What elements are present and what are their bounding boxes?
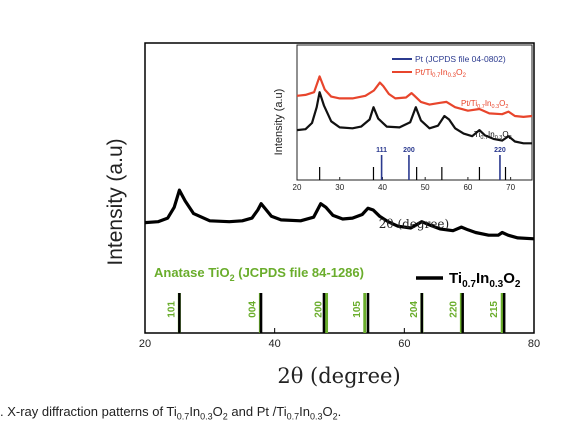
inset-curve-red-sub3: 2	[505, 104, 508, 110]
anatase-reference-peaks: 101 004 200 105 204 220 215	[166, 293, 504, 333]
caption-sub-3: 2	[222, 411, 228, 422]
inset-legend-ptti-sub3: 2	[463, 73, 467, 79]
inset-curve-label-black: Ti0.7In0.3O2	[474, 130, 512, 141]
inset-x-tick-label: 50	[421, 183, 430, 192]
caption-in-1: In	[189, 404, 201, 419]
inset-legend-pt-label: Pt (JCPDS file 04-0802)	[415, 54, 506, 64]
inset-x-tick-label: 70	[506, 183, 515, 192]
inset-x-ticks: 20 30 40 50 60 70	[293, 177, 516, 192]
inset-curve-black-ti: Ti	[474, 130, 481, 139]
pt-peak-label: 220	[494, 147, 506, 154]
sample-legend-ti: Ti	[449, 270, 462, 287]
main-x-ticks: 20 40 60 80	[139, 328, 540, 350]
inset-x-tick-label: 40	[378, 183, 387, 192]
inset-chart: 20 30 40 50 60 70 111 200 220 Intensity (a.u) 2…	[273, 44, 533, 231]
sample-legend-o: O	[503, 270, 515, 287]
caption-sub-1: 0.7	[176, 411, 190, 422]
sample-legend-sub3: 2	[515, 279, 521, 290]
inset-legend-ptti-label: Pt/Ti0.7In0.3O2	[415, 67, 467, 79]
caption-in-2: In	[299, 404, 310, 419]
inset-curve-black-sub1: 0.7	[480, 135, 488, 141]
inset-curve-red-sub1: 0.7	[477, 104, 485, 110]
x-axis-label: 2θ (degree)	[277, 364, 400, 388]
main-x-tick-label: 80	[528, 338, 540, 350]
main-chart: 20 40 60 80 101 004 200 105 204 220 215 Intensity…	[104, 42, 540, 388]
caption-end: .	[337, 404, 342, 419]
anatase-peak-label: 200	[314, 301, 325, 318]
inset-legend-ptti-prefix: Pt/Ti	[415, 67, 432, 77]
inset-x-tick-label: 30	[335, 183, 344, 192]
caption-o-1: O	[212, 404, 223, 419]
inset-curve-black-in: In	[488, 130, 495, 139]
anatase-peak-label: 215	[489, 301, 500, 318]
inset-sample-reference-ticks	[319, 167, 507, 180]
caption-sub-2: 0.3	[200, 411, 213, 422]
inset-legend-ptti-sub2: 0.3	[448, 73, 457, 79]
inset-legend-ptti-in: In	[441, 67, 448, 77]
inset-curve-red-o: O	[499, 99, 505, 108]
inset-curve-red-in: In	[485, 99, 492, 108]
anatase-peak-label: 105	[352, 301, 363, 318]
main-x-tick-label: 60	[398, 338, 410, 350]
inset-plot-frame	[296, 44, 533, 181]
anatase-peak-label: 004	[247, 301, 258, 318]
anatase-peak-label: 220	[448, 301, 459, 318]
inset-x-tick-label: 20	[293, 183, 302, 192]
caption-mid: and Pt /Ti	[227, 404, 287, 419]
anatase-legend-suffix: (JCPDS file 84-1286)	[235, 265, 364, 280]
caption-sub-6: 2	[332, 411, 338, 422]
series-ti07in03o2-line	[144, 188, 535, 241]
sample-legend-sub1: 0.7	[462, 279, 476, 290]
caption-sub-4: 0.7	[286, 411, 300, 422]
inset-curve-red-prefix: Pt/Ti	[461, 99, 477, 108]
anatase-legend-label: Anatase TiO2 (JCPDS file 84-1286)	[154, 265, 364, 283]
inset-legend-ptti-o: O	[456, 67, 463, 77]
caption-o-2: O	[322, 404, 333, 419]
main-plot-frame	[144, 42, 535, 334]
inset-x-tick-label: 60	[463, 183, 472, 192]
sample-legend-sub2: 0.3	[489, 279, 503, 290]
pt-peak-label: 200	[403, 147, 415, 154]
pt-peak-label: 111	[376, 147, 387, 154]
inset-curve-red-sub2: 0.3	[491, 104, 499, 110]
caption-sub-5: 0.3	[309, 411, 323, 422]
anatase-legend-prefix: Anatase TiO	[154, 265, 230, 280]
inset-curve-black-o: O	[502, 130, 508, 139]
anatase-peak-label: 101	[166, 301, 177, 318]
anatase-peak-label: 204	[409, 301, 420, 318]
figure-caption: . X-ray diffraction patterns of Ti0.7In0…	[0, 404, 566, 422]
inset-curve-label-red: Pt/Ti0.7In0.3O2	[461, 99, 508, 110]
inset-y-axis-label: Intensity (a.u)	[273, 89, 285, 156]
series-inset-ti07in03o2-line	[296, 91, 532, 145]
series-pt-ti07in03o2-line	[296, 75, 533, 118]
caption-prefix: . X-ray diffraction patterns of Ti	[0, 404, 177, 419]
inset-curve-black-sub2: 0.3	[495, 135, 503, 141]
sample-legend-label: Ti0.7In0.3O2	[449, 270, 521, 290]
inset-legend-ptti-sub1: 0.7	[432, 73, 441, 79]
sample-legend-in: In	[476, 270, 489, 287]
main-x-tick-label: 20	[139, 338, 151, 350]
pt-reference-peaks: 111 200 220	[376, 147, 506, 180]
inset-curve-black-sub3: 2	[509, 135, 512, 141]
main-x-tick-label: 40	[269, 338, 281, 350]
y-axis-label: Intensity (a.u)	[104, 138, 127, 265]
sample-reference-ticks	[178, 293, 506, 333]
anatase-legend-sub: 2	[230, 273, 235, 283]
inset-x-axis-label: 2θ (degree)	[379, 217, 449, 231]
